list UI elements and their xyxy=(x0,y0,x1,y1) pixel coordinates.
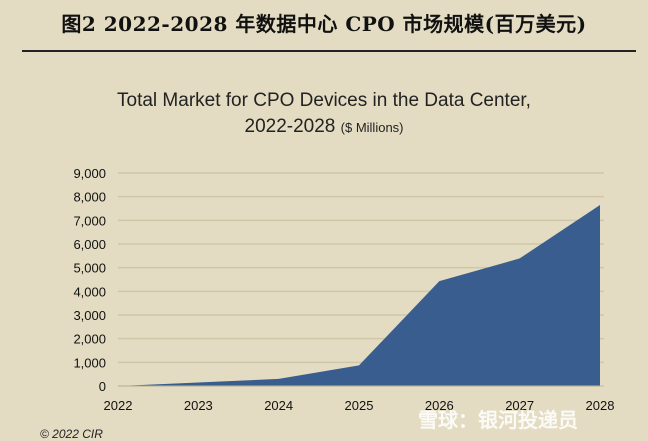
y-tick-label: 3,000 xyxy=(73,308,106,323)
watermark: 雪球：银河投递员 xyxy=(418,404,578,433)
y-tick-label: 1,000 xyxy=(73,355,106,370)
y-tick-label: 6,000 xyxy=(73,237,106,252)
y-tick-label: 7,000 xyxy=(73,213,106,228)
y-tick-label: 8,000 xyxy=(73,190,106,205)
x-tick-label: 2025 xyxy=(345,398,374,413)
y-tick-label: 0 xyxy=(99,379,106,394)
x-tick-label: 2022 xyxy=(104,398,133,413)
y-tick-label: 5,000 xyxy=(73,261,106,276)
x-tick-label: 2028 xyxy=(586,398,615,413)
copyright: © 2022 CIR xyxy=(40,427,103,441)
y-tick-label: 9,000 xyxy=(73,166,106,181)
y-tick-label: 4,000 xyxy=(73,284,106,299)
x-tick-label: 2024 xyxy=(264,398,293,413)
area-series xyxy=(118,205,600,386)
y-tick-label: 2,000 xyxy=(73,332,106,347)
x-tick-label: 2023 xyxy=(184,398,213,413)
